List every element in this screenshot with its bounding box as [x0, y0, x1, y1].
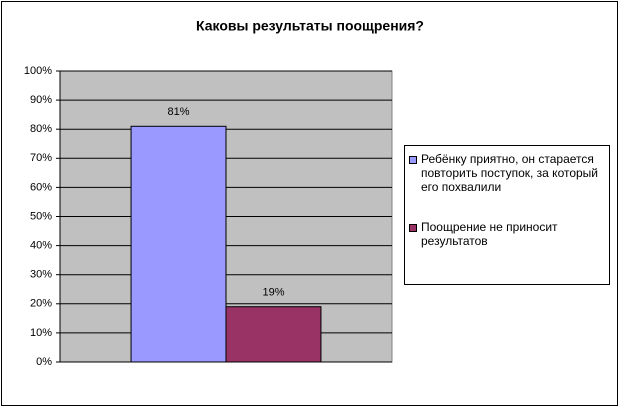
data-label: 19%	[262, 287, 284, 299]
y-tick-label: 90%	[30, 94, 52, 106]
legend-item: Поощрение не приносит результатов	[409, 220, 605, 248]
y-tick-label: 10%	[30, 327, 52, 339]
chart-title: Каковы результаты поощрения?	[196, 18, 424, 34]
y-tick-label: 0%	[36, 356, 52, 368]
legend-label: Поощрение не приносит результатов	[421, 220, 558, 248]
legend-swatch	[409, 156, 417, 164]
y-tick-label: 40%	[30, 240, 52, 252]
bar	[130, 125, 227, 363]
legend-label: Ребёнку приятно, он старается повторить …	[421, 152, 599, 194]
legend-item: Ребёнку приятно, он старается повторить …	[409, 152, 605, 194]
bar	[225, 306, 322, 363]
y-tick-label: 20%	[30, 298, 52, 310]
y-tick-label: 50%	[30, 210, 52, 222]
y-tick-label: 60%	[30, 181, 52, 193]
y-tick-label: 30%	[30, 269, 52, 281]
y-tick-label: 80%	[30, 123, 52, 135]
y-tick-label: 70%	[30, 152, 52, 164]
legend-swatch	[409, 224, 417, 232]
y-tick-label: 100%	[24, 65, 52, 77]
data-label: 81%	[168, 106, 190, 118]
legend: Ребёнку приятно, он старается повторить …	[404, 145, 610, 285]
